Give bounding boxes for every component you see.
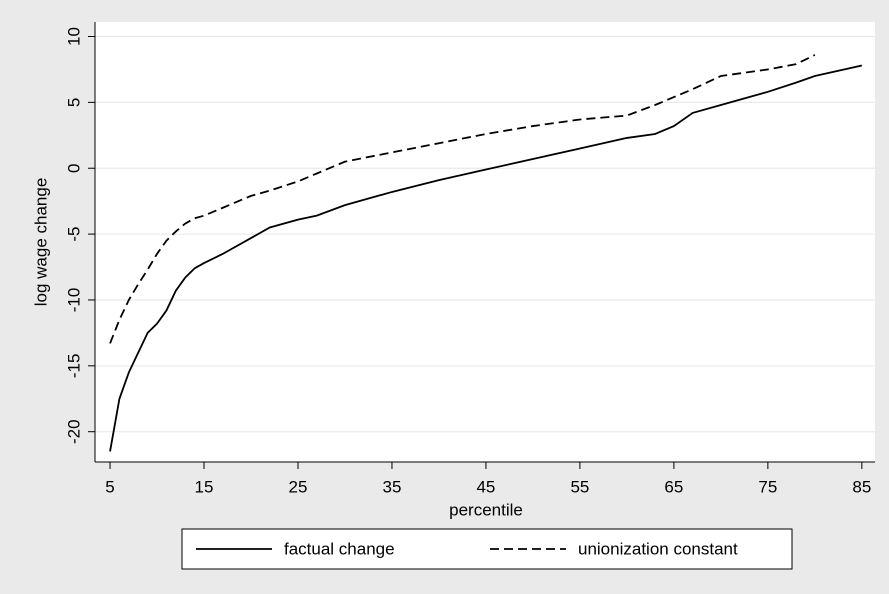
x-tick-label: 65 bbox=[664, 477, 683, 496]
y-tick-label: 5 bbox=[64, 98, 83, 107]
legend-label: factual change bbox=[284, 539, 395, 558]
series-line bbox=[109, 64, 863, 452]
y-tick-label: -10 bbox=[64, 288, 83, 313]
y-tick-label: 10 bbox=[64, 27, 83, 46]
x-tick-label: 45 bbox=[476, 477, 495, 496]
legend-label: unionization constant bbox=[578, 539, 738, 558]
plot-area bbox=[95, 22, 875, 462]
series-line bbox=[109, 54, 816, 344]
y-axis-label: log wage change bbox=[31, 178, 50, 307]
y-tick-label: -5 bbox=[64, 227, 83, 242]
x-tick-label: 75 bbox=[758, 477, 777, 496]
y-tick-label: -20 bbox=[64, 419, 83, 444]
x-tick-label: 15 bbox=[195, 477, 214, 496]
x-tick-label: 5 bbox=[105, 477, 114, 496]
y-tick-label: 0 bbox=[64, 163, 83, 172]
x-axis-label: percentile bbox=[449, 500, 523, 519]
x-tick-label: 35 bbox=[383, 477, 402, 496]
x-tick-label: 85 bbox=[852, 477, 871, 496]
x-tick-label: 25 bbox=[289, 477, 308, 496]
legend-box bbox=[181, 528, 793, 570]
x-tick-label: 55 bbox=[570, 477, 589, 496]
y-tick-label: -15 bbox=[64, 354, 83, 379]
